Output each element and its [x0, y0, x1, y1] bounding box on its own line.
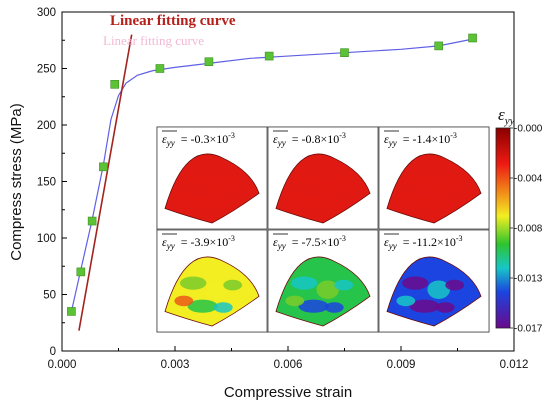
ghost-label: Linear fitting curve [103, 33, 204, 48]
contour-blob [316, 177, 339, 196]
data-point [87, 216, 97, 226]
x-tick-label: 0.009 [387, 359, 416, 371]
data-point [67, 307, 76, 316]
contour-panel: εyy = -7.5×10-3 [267, 229, 379, 333]
contour-blob [334, 279, 354, 291]
contour-blob [180, 173, 207, 187]
x-tick-label: 0.006 [274, 359, 303, 371]
panel-label: εyy = -3.9×10-3 [162, 234, 235, 251]
linear-fit-label: Linear fitting curve [110, 13, 236, 29]
y-tick-label: 150 [37, 177, 56, 189]
series-layer [67, 33, 477, 331]
data-point [204, 57, 214, 67]
y-tick-label: 200 [37, 120, 56, 132]
contour-blob [205, 280, 228, 299]
colorbar-tick-label: -0.004 [514, 174, 543, 185]
x-axis: 0.000 0.003 0.006 0.009 0.012 [48, 346, 529, 371]
x-tick-label: 0.000 [48, 359, 77, 371]
contour-blob [298, 299, 329, 313]
data-point [468, 33, 477, 43]
contour-blob [324, 302, 344, 313]
colorbar [495, 127, 511, 329]
contour-blob [213, 199, 233, 210]
contour-panel: εyy = -0.8×10-3 [267, 126, 379, 230]
contour-blob [205, 177, 228, 196]
contour-blob [445, 176, 465, 188]
contour-blob [427, 177, 450, 196]
data-point [110, 80, 120, 89]
contour-panel: εyy = -1.4×10-3 [378, 126, 490, 230]
y-axis: 0 50 100 150 200 250 300 [37, 7, 67, 358]
contour-blob [409, 196, 440, 210]
contour-blob [223, 279, 243, 291]
data-point [264, 51, 274, 61]
y-tick-label: 300 [37, 7, 56, 19]
panel-label: εyy = -11.2×10-3 [384, 234, 463, 251]
contour-blob [285, 295, 305, 307]
data-point [76, 267, 86, 277]
contour-blob [291, 276, 318, 290]
contour-blob [223, 176, 243, 188]
data-point [99, 162, 108, 172]
strain-contour-inset: εyy = -0.3×10-3 εyy = -0.8×10-3 εyy = -1.4… [156, 105, 543, 335]
contour-blob [174, 295, 194, 307]
data-point [434, 41, 443, 51]
contour-blob [445, 279, 465, 291]
contour-panel: εyy = -0.3×10-3 [156, 126, 268, 230]
x-tick-label: 0.003 [161, 359, 190, 371]
contour-blob [396, 192, 416, 204]
y-tick-label: 250 [37, 64, 56, 76]
contour-blob [396, 295, 416, 307]
contour-blob [324, 199, 344, 210]
colorbar-tick-label: -0.013 [514, 274, 543, 285]
contour-panel: εyy = -3.9×10-3 [156, 229, 268, 333]
x-axis-title: Compressive strain [224, 384, 352, 401]
contour-blob [427, 280, 450, 299]
data-point [155, 64, 165, 73]
contour-blob [187, 196, 218, 210]
y-tick-label: 0 [50, 346, 56, 358]
contour-blob [402, 276, 429, 290]
linear-fit-line [78, 34, 133, 331]
y-tick-label: 100 [37, 233, 56, 245]
contour-blob [291, 173, 318, 187]
contour-blob [334, 176, 354, 188]
x-tick-label: 0.012 [500, 359, 529, 371]
panel-label: εyy = -7.5×10-3 [273, 234, 346, 251]
data-point [340, 48, 349, 57]
contour-blob [435, 199, 455, 210]
fitted-curve [70, 38, 473, 312]
contour-blob [298, 196, 329, 210]
contour-blob [187, 299, 218, 313]
panel-label: εyy = -1.4×10-3 [384, 131, 457, 148]
y-tick-label: 50 [43, 290, 56, 302]
contour-blob [409, 299, 440, 313]
colorbar-tick-label: -0.000 [514, 124, 543, 135]
contour-blob [285, 192, 305, 204]
y-axis-title: Compress stress (MPa) [8, 103, 25, 261]
colorbar-title: εyy [498, 105, 515, 127]
contour-blob [402, 173, 429, 187]
contour-panel: εyy = -11.2×10-3 [378, 229, 490, 333]
contour-blob [180, 276, 207, 290]
contour-blob [213, 302, 233, 313]
contour-blob [435, 302, 455, 313]
contour-blob [316, 280, 339, 299]
panel-label: εyy = -0.3×10-3 [162, 131, 235, 148]
contour-blob [174, 192, 194, 204]
colorbar-tick-label: -0.008 [514, 224, 543, 235]
colorbar-tick-label: -0.017 [514, 324, 543, 335]
panel-label: εyy = -0.8×10-3 [273, 131, 346, 148]
